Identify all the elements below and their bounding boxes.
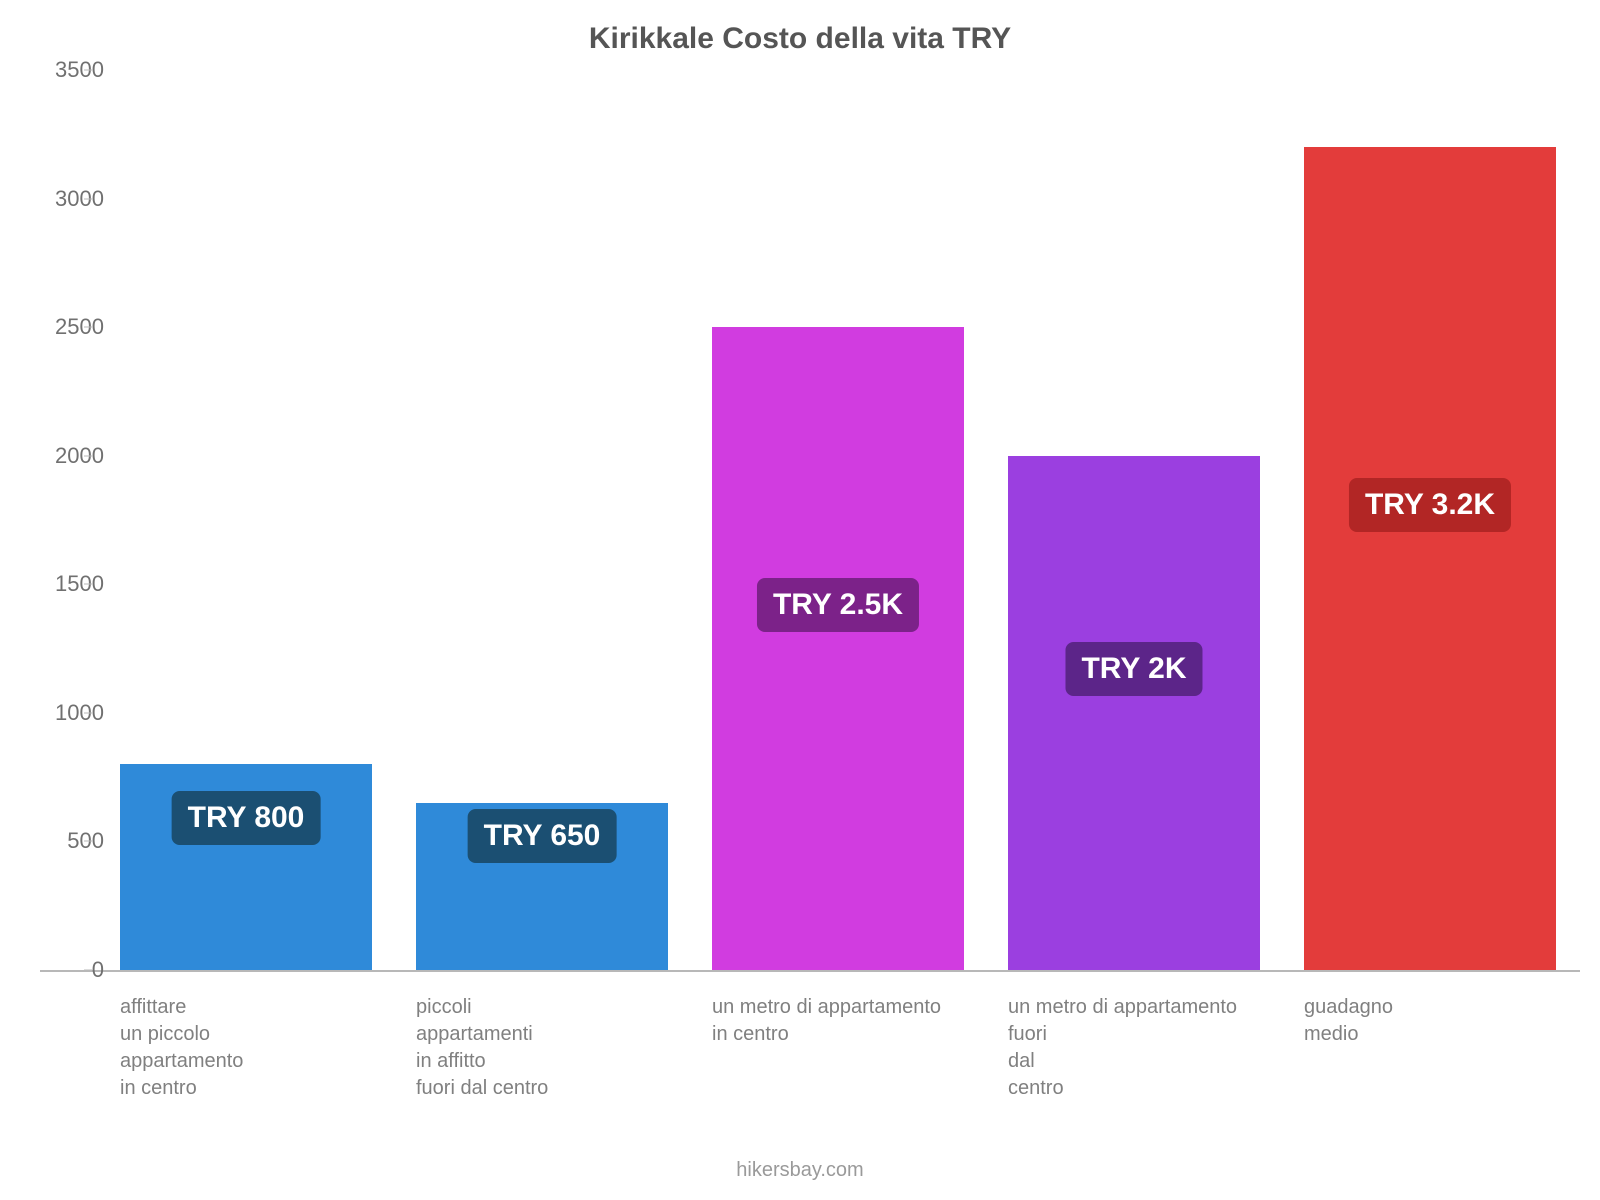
- chart-title: Kirikkale Costo della vita TRY: [0, 22, 1600, 56]
- x-category-label: affittare un piccolo appartamento in cen…: [120, 994, 416, 1102]
- y-tick-label: 0: [34, 957, 104, 983]
- bar-value-label: TRY 2K: [1065, 642, 1202, 696]
- x-category-label: piccoli appartamenti in affitto fuori da…: [416, 994, 712, 1102]
- y-tick-label: 3500: [34, 57, 104, 83]
- y-tick-mark: [84, 70, 92, 71]
- y-tick-label: 1000: [34, 700, 104, 726]
- y-tick-mark: [84, 841, 92, 842]
- x-axis-labels: affittare un piccolo appartamento in cen…: [90, 982, 1570, 1152]
- bars-layer: TRY 800 TRY 650 TRY 2.5K TRY 2K TRY 3.2K: [90, 70, 1570, 970]
- bar: TRY 650: [416, 803, 668, 970]
- bar-value-label: TRY 2.5K: [757, 578, 919, 632]
- y-tick-label: 1500: [34, 571, 104, 597]
- x-category-label: un metro di appartamento in centro: [712, 994, 1008, 1048]
- y-tick-mark: [84, 584, 92, 585]
- y-tick-label: 2500: [34, 314, 104, 340]
- y-tick-label: 500: [34, 828, 104, 854]
- bar: TRY 3.2K: [1304, 147, 1556, 970]
- cost-of-living-chart: Kirikkale Costo della vita TRY TRY 800TR…: [0, 0, 1600, 1200]
- y-tick-mark: [84, 970, 92, 971]
- bar-value-label: TRY 3.2K: [1349, 478, 1511, 532]
- y-tick-label: 2000: [34, 443, 104, 469]
- plot-area: TRY 800 TRY 650 TRY 2.5K TRY 2K TRY 3.2K: [90, 70, 1570, 972]
- bar: TRY 2K: [1008, 456, 1260, 970]
- y-tick-mark: [84, 198, 92, 199]
- y-tick-mark: [84, 327, 92, 328]
- bar: TRY 2.5K: [712, 327, 964, 970]
- credit-text: hikersbay.com: [0, 1159, 1600, 1182]
- y-tick-mark: [84, 455, 92, 456]
- x-category-label: un metro di appartamento fuori dal centr…: [1008, 994, 1304, 1102]
- bar-value-label: TRY 650: [468, 809, 617, 863]
- y-tick-mark: [84, 712, 92, 713]
- x-category-label: guadagno medio: [1304, 994, 1600, 1048]
- y-tick-label: 3000: [34, 186, 104, 212]
- bar-value-label: TRY 800: [172, 791, 321, 845]
- bar: TRY 800: [120, 764, 372, 970]
